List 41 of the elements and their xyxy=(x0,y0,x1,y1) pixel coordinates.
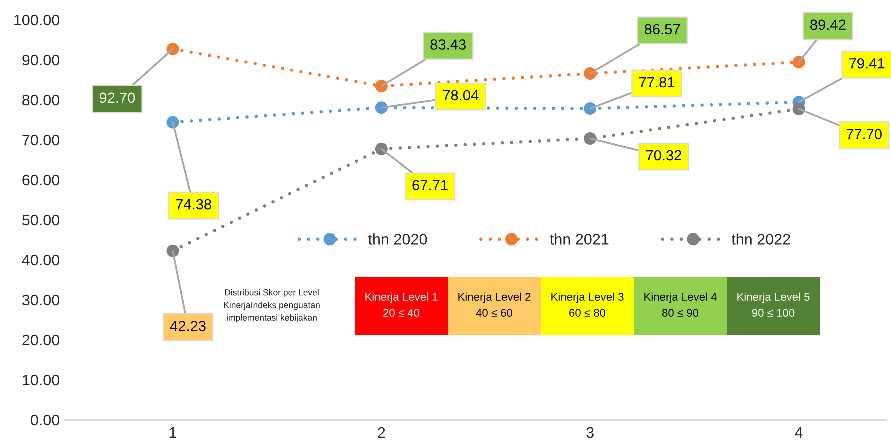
y-tick-label: 100.00 xyxy=(14,14,60,26)
y-tick-label: 0.00 xyxy=(31,414,60,426)
x-tick-label: 4 xyxy=(795,428,803,438)
y-tick-label: 60.00 xyxy=(22,174,60,186)
y-tick-label: 50.00 xyxy=(22,214,60,226)
data-label: 80 ≤ 90 xyxy=(662,309,699,317)
legend-label: thn 2021 xyxy=(550,234,609,245)
y-tick-label: 70.00 xyxy=(22,134,60,146)
annotation: Distribusi Skor per Level KinerjaIndeks penguatan implementasi kebijakan xyxy=(224,289,320,323)
x-tick-label: 2 xyxy=(378,427,386,438)
category-label: Kinerja Level 1 xyxy=(366,292,438,304)
data-label: 40 ≤ 60 xyxy=(476,309,513,317)
category-label: Kinerja Level 2 xyxy=(458,292,531,304)
category-label: Kinerja Level 4 xyxy=(644,292,717,304)
y-tick-label: 30.00 xyxy=(22,294,60,306)
data-label: 78.04 xyxy=(443,90,479,101)
legend-label: thn 2022 xyxy=(732,234,790,245)
data-label: 86.57 xyxy=(644,24,680,35)
data-label: 67.71 xyxy=(412,180,448,191)
data-label: 89.42 xyxy=(810,20,846,30)
data-label: 42.23 xyxy=(170,321,206,332)
y-tick-label: 40.00 xyxy=(22,254,60,266)
data-label: 20 ≤ 40 xyxy=(384,309,420,317)
x-tick-label: 1 xyxy=(170,428,177,438)
y-tick-label: 90.00 xyxy=(22,54,60,66)
data-label: 92.70 xyxy=(100,92,136,104)
data-label: 83.43 xyxy=(430,40,466,50)
category-label: Kinerja Level 5 xyxy=(738,292,810,304)
y-tick-label: 10.00 xyxy=(23,374,60,386)
data-label: 77.70 xyxy=(846,129,882,140)
y-tick-label: 80.00 xyxy=(22,94,60,106)
category-label: Kinerja Level 3 xyxy=(552,292,624,304)
data-label: 70.32 xyxy=(646,150,682,161)
data-label: 79.41 xyxy=(850,58,885,69)
legend-label: thn 2020 xyxy=(368,234,428,245)
y-tick-label: 20.00 xyxy=(22,334,60,346)
data-label: 90 ≤ 100 xyxy=(752,309,795,317)
x-tick-label: 3 xyxy=(586,427,594,438)
data-label: 60 ≤ 80 xyxy=(570,309,606,317)
data-label: 74.38 xyxy=(176,199,212,210)
data-label: 77.81 xyxy=(640,77,675,88)
